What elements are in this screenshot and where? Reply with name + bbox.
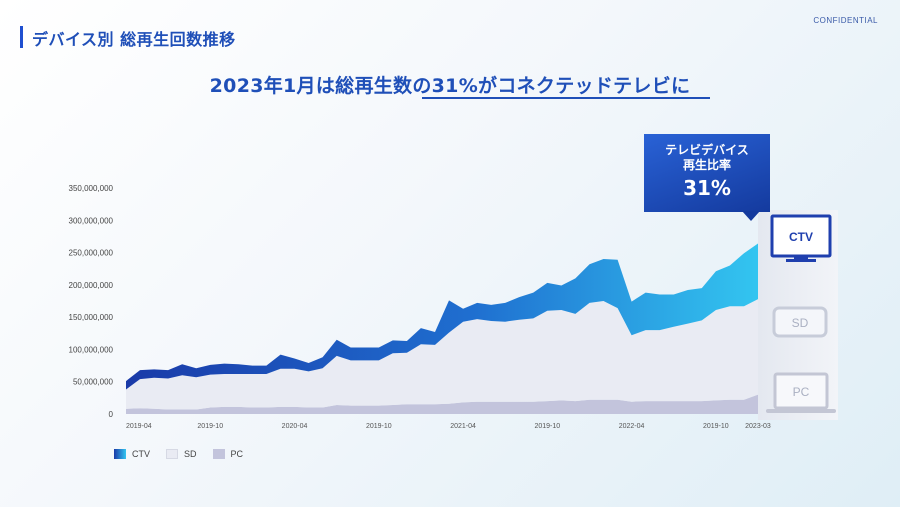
x-tick-label: 2019-04 — [126, 423, 152, 430]
y-tick-label: 350,000,000 — [69, 184, 114, 193]
callout-value: 31% — [683, 176, 731, 200]
device-label-ctv: CTV — [789, 230, 813, 244]
x-tick-label: 2019-10 — [197, 423, 223, 430]
headline: 2023年1月は総再生数の31%がコネクテッドテレビに — [209, 75, 691, 97]
chart-legend: CTV SD PC — [114, 449, 243, 459]
x-tick-label: 2019-10 — [366, 423, 392, 430]
ctv-ratio-callout: テレビデバイス 再生比率 31% — [644, 134, 770, 212]
x-tick-label: 2021-04 — [450, 423, 476, 430]
x-tick-label: 2019-10 — [703, 423, 729, 430]
y-tick-label: 50,000,000 — [73, 378, 114, 387]
callout-pointer — [742, 211, 760, 221]
legend-swatch-pc — [212, 449, 225, 459]
y-tick-label: 0 — [109, 410, 114, 419]
device-label-pc: PC — [793, 385, 810, 399]
area-series-ctv — [126, 243, 758, 390]
headline-underline — [422, 97, 710, 99]
title-accent-bar — [20, 26, 23, 48]
area-series-sd — [126, 299, 758, 410]
callout-line1: テレビデバイス — [665, 143, 749, 157]
y-tick-label: 200,000,000 — [69, 281, 114, 290]
legend-item-sd: SD — [166, 449, 197, 459]
tv-icon: CTV — [770, 214, 832, 262]
legend-swatch-ctv — [114, 449, 126, 459]
legend-label-pc: PC — [230, 449, 244, 459]
x-tick-label: 2022-04 — [619, 423, 645, 430]
laptop-icon: PC — [766, 372, 836, 413]
legend-label-sd: SD — [184, 449, 197, 459]
confidential-label: CONFIDENTIAL — [813, 16, 878, 25]
page-title: デバイス別 総再生回数推移 — [32, 30, 236, 49]
y-tick-label: 150,000,000 — [69, 313, 114, 322]
device-label-sd: SD — [792, 316, 809, 330]
y-tick-label: 100,000,000 — [69, 345, 114, 354]
callout-line2: 再生比率 — [682, 158, 731, 172]
y-tick-label: 250,000,000 — [69, 249, 114, 258]
legend-swatch-sd — [166, 449, 178, 459]
legend-item-ctv: CTV — [114, 449, 150, 459]
x-tick-label: 2020-04 — [282, 423, 308, 430]
legend-label-ctv: CTV — [132, 449, 150, 459]
area-series-pc — [126, 394, 758, 414]
y-tick-label: 300,000,000 — [69, 216, 114, 225]
legend-item-pc: PC — [212, 449, 244, 459]
smart-device-icon: SD — [772, 306, 828, 338]
x-tick-label: 2019-10 — [534, 423, 560, 430]
x-tick-label: 2023-03 — [745, 423, 771, 430]
